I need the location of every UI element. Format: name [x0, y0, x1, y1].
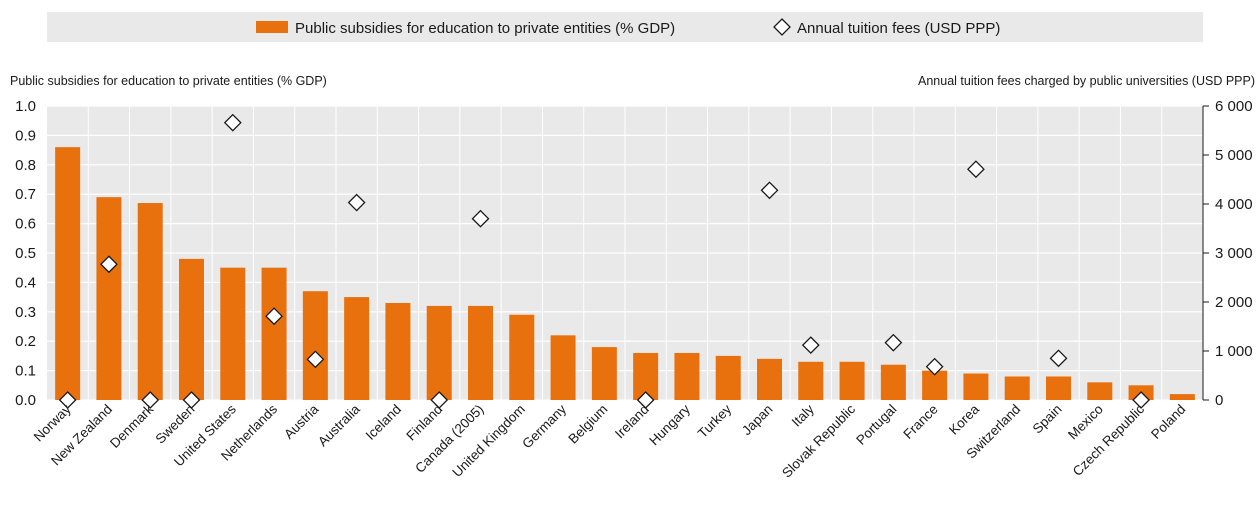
diamond-marker [1049, 349, 1068, 368]
bar [179, 258, 204, 400]
left-tick-label: 0.9 [15, 127, 36, 144]
diamond-marker [141, 391, 160, 409]
left-tick-label: 1.0 [15, 98, 36, 115]
diamond-marker [760, 181, 779, 200]
right-tick-label: 0 [1215, 392, 1223, 409]
diamond-marker [801, 336, 820, 355]
category-label: Portugal [853, 402, 899, 448]
left-tick-label: 0.2 [15, 333, 36, 350]
left-tick-label: 0.5 [15, 245, 36, 262]
bar [839, 361, 865, 400]
diamond-marker [265, 307, 283, 326]
bar [426, 305, 452, 400]
legend-label-tuition: Annual tuition fees (USD PPP) [797, 20, 1000, 37]
category-label: Slovak Republic [779, 401, 858, 480]
diamond-marker [471, 209, 490, 228]
bar [137, 203, 163, 400]
bars-layer [55, 147, 1195, 400]
right-tick-label: 3 000 [1215, 245, 1253, 262]
category-label: Turkey [695, 401, 735, 441]
bar [591, 347, 617, 400]
category-label: Mexico [1065, 402, 1106, 443]
legend-box [47, 12, 1203, 42]
left-tick-label: 0.0 [15, 392, 36, 409]
bar [550, 335, 576, 400]
left-tick-label: 0.8 [15, 157, 36, 174]
category-label: Germany [519, 401, 569, 451]
bar [674, 352, 700, 400]
markers-layer [58, 113, 1150, 409]
left-tick-label: 0.4 [15, 274, 36, 291]
category-label: Spain [1030, 402, 1065, 437]
category-label: Hungary [646, 401, 693, 448]
diamond-marker [100, 255, 118, 274]
diamond-marker [967, 160, 985, 179]
bar [715, 355, 741, 400]
bar [757, 358, 782, 400]
right-tick-label: 4 000 [1215, 196, 1253, 213]
category-label: United Kingdom [449, 402, 528, 481]
diamond-marker [182, 391, 201, 409]
category-label: Czech Republic [1070, 401, 1148, 479]
bar [261, 267, 287, 400]
right-tick-label: 2 000 [1215, 294, 1253, 311]
diamond-marker [430, 391, 449, 409]
left-axis-ticks: 0.0 0.1 0.2 0.3 0.4 0.5 0.6 0.7 0.8 0.9 1.0 [15, 98, 36, 409]
category-label: Austria [281, 401, 322, 442]
category-label: Australia [315, 401, 363, 449]
bar [1004, 376, 1030, 400]
right-axis-ticks: 0 1 000 2 000 3 000 4 000 5 000 6 000 [1202, 98, 1253, 409]
diamond-marker [884, 333, 903, 352]
category-label: Belgium [565, 402, 610, 447]
bar [1169, 394, 1195, 400]
category-label: Ireland [612, 402, 652, 442]
right-tick-label: 1 000 [1215, 343, 1253, 360]
category-label: Iceland [363, 402, 404, 443]
category-label: France [900, 402, 940, 442]
category-label: Korea [946, 401, 982, 437]
diamond-marker [347, 193, 366, 212]
bar [1087, 382, 1113, 400]
bar [963, 373, 989, 400]
left-tick-label: 0.6 [15, 216, 36, 233]
left-tick-label: 0.1 [15, 363, 36, 380]
bar [880, 364, 906, 400]
legend-bar-swatch [256, 21, 288, 33]
bar [344, 297, 370, 400]
bar [302, 291, 328, 400]
bar [1046, 376, 1071, 400]
diamond-marker [636, 391, 655, 409]
bar [798, 361, 824, 400]
bar [55, 147, 81, 400]
right-tick-label: 5 000 [1215, 147, 1253, 164]
right-axis-title: Annual tuition fees charged by public un… [918, 74, 1255, 88]
right-tick-label: 6 000 [1215, 98, 1253, 115]
category-label: Italy [789, 401, 817, 429]
bar [96, 197, 122, 400]
diamond-marker [925, 357, 944, 376]
bar [385, 302, 411, 400]
left-tick-label: 0.3 [15, 304, 36, 321]
diamond-marker [58, 391, 77, 409]
left-axis-title: Public subsidies for education to privat… [10, 74, 327, 88]
category-label: Japan [739, 402, 776, 439]
bar [509, 314, 535, 400]
category-label: Poland [1148, 402, 1188, 442]
bar [220, 267, 246, 400]
grid-layer [47, 105, 1203, 401]
left-tick-label: 0.7 [15, 186, 36, 203]
diamond-marker [1132, 391, 1150, 409]
legend-label-subsidies: Public subsidies for education to privat… [295, 20, 675, 37]
diamond-marker [223, 113, 242, 132]
category-label: Denmark [107, 401, 157, 451]
legend-diamond-marker [773, 18, 791, 36]
bar [468, 305, 493, 400]
diamond-marker [306, 350, 325, 369]
